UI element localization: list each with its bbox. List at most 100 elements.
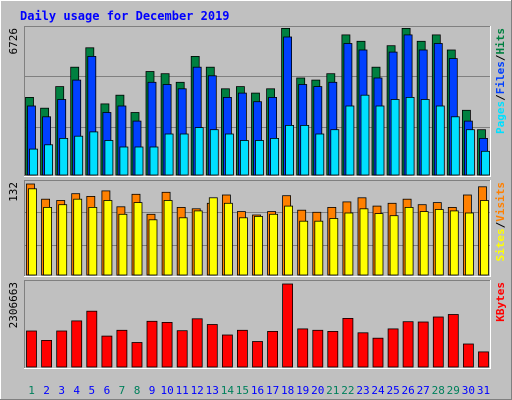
bar-kbytes-day-17 bbox=[267, 330, 279, 368]
bar-sites-day-22 bbox=[344, 212, 354, 276]
bar-sites-day-18 bbox=[284, 205, 294, 276]
series-legend: Pages/Files/Hits bbox=[494, 28, 507, 134]
x-tick-day-7: 7 bbox=[119, 384, 126, 397]
bar-kbytes-day-31 bbox=[478, 351, 489, 368]
x-tick-day-10: 10 bbox=[160, 384, 173, 397]
bar-pages-day-16 bbox=[255, 140, 264, 176]
bar-sites-day-30 bbox=[464, 212, 474, 276]
bar-kbytes-day-22 bbox=[342, 317, 354, 368]
bar-kbytes-day-21 bbox=[327, 330, 339, 368]
bar-kbytes-day-7 bbox=[116, 329, 128, 368]
x-tick-day-8: 8 bbox=[134, 384, 141, 397]
bar-sites-day-13 bbox=[208, 197, 218, 276]
x-tick-day-16: 16 bbox=[251, 384, 264, 397]
legend-files: Files bbox=[494, 61, 507, 94]
bar-sites-day-6 bbox=[103, 200, 113, 276]
bar-kbytes-day-10 bbox=[161, 321, 173, 368]
bar-sites-day-25 bbox=[389, 215, 399, 276]
bar-sites-day-29 bbox=[449, 210, 459, 276]
y-max-label: 132 bbox=[7, 182, 20, 202]
bar-kbytes-day-8 bbox=[131, 342, 143, 368]
bar-pages-day-26 bbox=[405, 97, 415, 176]
x-tick-day-14: 14 bbox=[221, 384, 235, 397]
series-legend: Sites/Visits bbox=[494, 182, 507, 262]
bar-sites-day-31 bbox=[480, 200, 489, 276]
x-tick-day-18: 18 bbox=[281, 384, 294, 397]
x-tick-day-25: 25 bbox=[386, 384, 399, 397]
x-tick-day-29: 29 bbox=[447, 384, 460, 397]
bar-pages-day-21 bbox=[330, 129, 340, 176]
bar-pages-day-13 bbox=[209, 129, 219, 176]
bar-sites-day-11 bbox=[178, 217, 188, 276]
bar-sites-day-26 bbox=[404, 206, 414, 276]
x-tick-day-12: 12 bbox=[191, 384, 204, 397]
bar-sites-day-9 bbox=[148, 219, 158, 276]
bar-pages-day-25 bbox=[390, 99, 400, 176]
bar-sites-day-3 bbox=[58, 204, 68, 276]
chart-title: Daily usage for December 2019 bbox=[20, 9, 230, 23]
bar-kbytes-day-15 bbox=[236, 329, 248, 368]
bar-kbytes-day-30 bbox=[462, 343, 474, 368]
x-tick-day-3: 3 bbox=[58, 384, 65, 397]
chart-panels: 6726 Pages/Files/Hits 132 Sites/Visits 23066… bbox=[7, 26, 507, 369]
bar-sites-day-20 bbox=[314, 220, 324, 276]
bar-kbytes-day-23 bbox=[357, 332, 369, 368]
bar-kbytes-day-3 bbox=[56, 330, 68, 368]
bar-sites-day-17 bbox=[269, 213, 279, 276]
bar-kbytes-day-11 bbox=[176, 330, 188, 368]
bar-pages-day-10 bbox=[164, 133, 174, 176]
bar-pages-day-11 bbox=[179, 133, 189, 176]
bar-kbytes-day-4 bbox=[71, 320, 83, 368]
bar-pages-day-23 bbox=[360, 94, 370, 176]
bar-kbytes-day-16 bbox=[252, 341, 263, 368]
bar-pages-day-17 bbox=[270, 137, 280, 176]
x-tick-day-15: 15 bbox=[236, 384, 249, 397]
bar-pages-day-15 bbox=[239, 140, 249, 176]
bar-pages-day-14 bbox=[224, 133, 234, 176]
legend-separator: / bbox=[494, 54, 507, 61]
bar-sites-day-5 bbox=[88, 206, 98, 276]
bar-pages-day-1 bbox=[29, 148, 38, 176]
kbytes_panel: 2306663 KBytes bbox=[7, 280, 507, 369]
legend-kbytes: KBytes bbox=[494, 282, 507, 322]
legend-sites: Sites bbox=[494, 228, 507, 261]
bar-pages-day-8 bbox=[134, 146, 144, 176]
bar-kbytes-day-6 bbox=[101, 335, 113, 368]
bar-pages-day-6 bbox=[104, 140, 114, 176]
series-legend: KBytes bbox=[494, 282, 507, 322]
bar-sites-day-19 bbox=[299, 220, 309, 276]
bar-sites-day-4 bbox=[73, 198, 83, 276]
bar-pages-day-27 bbox=[420, 99, 430, 176]
x-tick-day-2: 2 bbox=[43, 384, 50, 397]
visits_panel: 132 Sites/Visits bbox=[7, 180, 507, 277]
bar-pages-day-12 bbox=[194, 127, 204, 176]
legend-hits: Hits bbox=[494, 28, 507, 55]
x-tick-day-23: 23 bbox=[356, 384, 369, 397]
bar-sites-day-1 bbox=[28, 188, 37, 276]
bar-kbytes-day-26 bbox=[402, 321, 414, 368]
bar-kbytes-day-5 bbox=[86, 310, 98, 368]
bar-sites-day-8 bbox=[133, 202, 143, 276]
bar-sites-day-7 bbox=[118, 213, 128, 276]
x-tick-day-1: 1 bbox=[28, 384, 35, 397]
bar-kbytes-day-13 bbox=[206, 324, 218, 368]
bar-pages-day-5 bbox=[89, 131, 99, 176]
bar-pages-day-7 bbox=[119, 146, 129, 176]
bar-kbytes-day-25 bbox=[387, 328, 399, 368]
bar-kbytes-day-1 bbox=[26, 330, 37, 368]
x-tick-day-26: 26 bbox=[401, 384, 414, 397]
x-axis-day-labels: 1 2 3 4 5 6 7 8 9 10 11 12 13 14 15 16 17 18 19 20 21 22 23 24 2… bbox=[28, 384, 490, 397]
bar-kbytes-day-27 bbox=[417, 321, 429, 368]
bar-pages-day-20 bbox=[315, 133, 325, 176]
x-tick-day-21: 21 bbox=[326, 384, 339, 397]
bar-sites-day-10 bbox=[163, 200, 173, 276]
bar-kbytes-day-12 bbox=[191, 318, 203, 368]
bar-sites-day-14 bbox=[223, 202, 233, 276]
bar-kbytes-day-19 bbox=[297, 328, 309, 368]
y-max-label: 6726 bbox=[7, 28, 20, 55]
bar-kbytes-day-28 bbox=[432, 316, 444, 368]
x-tick-day-19: 19 bbox=[296, 384, 309, 397]
hits_panel: 6726 Pages/Files/Hits bbox=[7, 26, 507, 177]
